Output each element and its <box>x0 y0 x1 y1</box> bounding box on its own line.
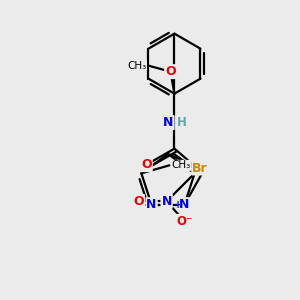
Text: O⁻: O⁻ <box>176 215 193 228</box>
Text: N: N <box>161 195 172 208</box>
Text: O: O <box>141 158 152 171</box>
Text: N: N <box>163 116 174 129</box>
Text: N: N <box>179 198 190 211</box>
Text: CH₃: CH₃ <box>171 160 190 170</box>
Text: N: N <box>146 198 157 211</box>
Text: CH₃: CH₃ <box>127 61 146 71</box>
Text: +: + <box>174 200 182 210</box>
Text: H: H <box>176 116 186 129</box>
Text: Br: Br <box>192 161 208 175</box>
Text: O: O <box>133 195 144 208</box>
Text: O: O <box>165 65 176 78</box>
